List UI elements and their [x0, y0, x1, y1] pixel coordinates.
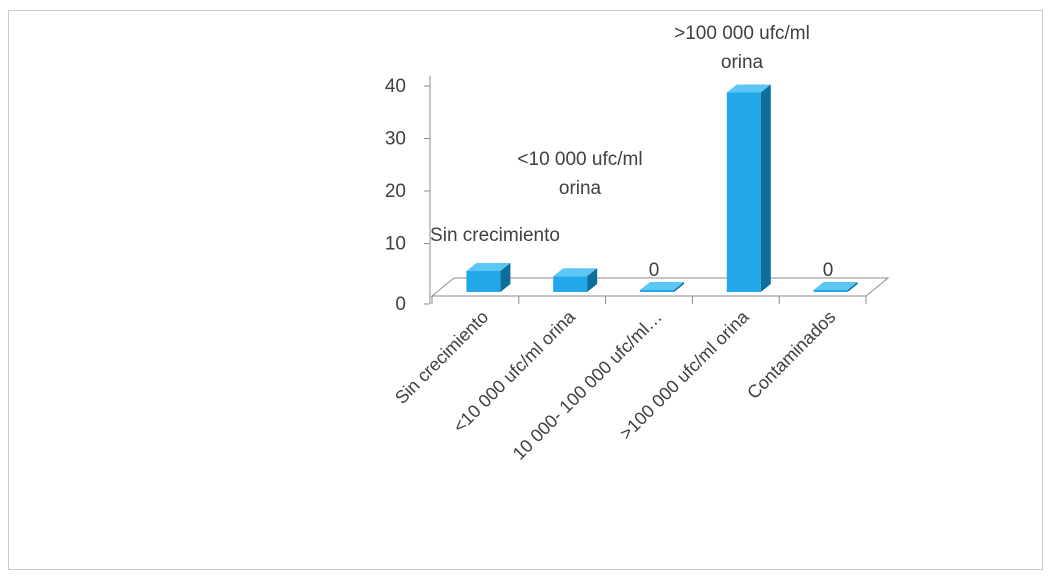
- y-tick-label: 30: [385, 129, 406, 150]
- data-label: >100 000 ufc/ml: [674, 23, 810, 44]
- bar-top: [640, 282, 684, 290]
- bar-top: [813, 282, 858, 290]
- data-label: orina: [559, 178, 602, 199]
- y-tick-label: 0: [395, 294, 406, 315]
- x-category-label: 10 000- 100 000 ufc/ml…: [509, 307, 666, 464]
- bar-top: [726, 84, 771, 93]
- data-label: orina: [721, 52, 764, 73]
- bar-side: [674, 282, 684, 292]
- x-category-label: Sin crecimiento: [391, 307, 492, 408]
- x-category-label: Contaminados: [743, 307, 839, 403]
- y-tick-label: 40: [385, 76, 406, 97]
- y-tick-label: 20: [385, 181, 406, 202]
- bar-front: [553, 276, 588, 292]
- data-label: <10 000 ufc/ml: [517, 149, 642, 170]
- data-label: Sin crecimiento: [430, 225, 560, 246]
- y-tick-label: 10: [385, 234, 406, 255]
- bar-top: [553, 268, 598, 277]
- data-label: 0: [823, 260, 834, 281]
- bar-side: [500, 263, 511, 292]
- bar-front: [466, 271, 501, 292]
- bar-top: [466, 263, 511, 271]
- bar-side: [847, 282, 858, 292]
- bar-side: [760, 84, 771, 292]
- data-label: 0: [649, 260, 660, 281]
- bar-front: [726, 92, 761, 292]
- bar-side: [587, 268, 598, 292]
- bar-front: [640, 290, 674, 292]
- bar-front: [813, 290, 848, 292]
